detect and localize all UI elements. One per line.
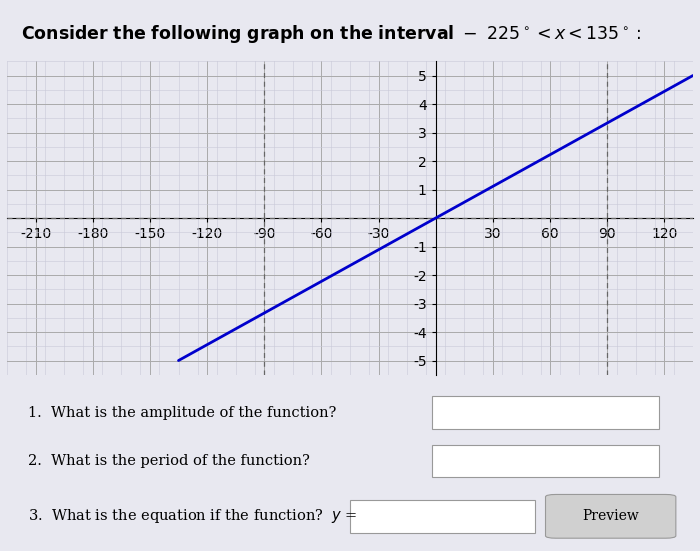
FancyBboxPatch shape [433,397,659,429]
Text: Preview: Preview [582,509,639,523]
Text: 1.  What is the amplitude of the function?: 1. What is the amplitude of the function… [27,406,336,420]
Text: $\bf{Consider\ the\ following\ graph\ on\ the\ interval}$$\ -\ 225^\circ < x < 1: $\bf{Consider\ the\ following\ graph\ on… [21,23,640,45]
Text: 3.  What is the equation if the function?  $y$ =: 3. What is the equation if the function?… [27,507,357,525]
FancyBboxPatch shape [545,494,676,538]
Text: 2.  What is the period of the function?: 2. What is the period of the function? [27,454,309,468]
FancyBboxPatch shape [433,445,659,478]
FancyBboxPatch shape [350,500,536,532]
